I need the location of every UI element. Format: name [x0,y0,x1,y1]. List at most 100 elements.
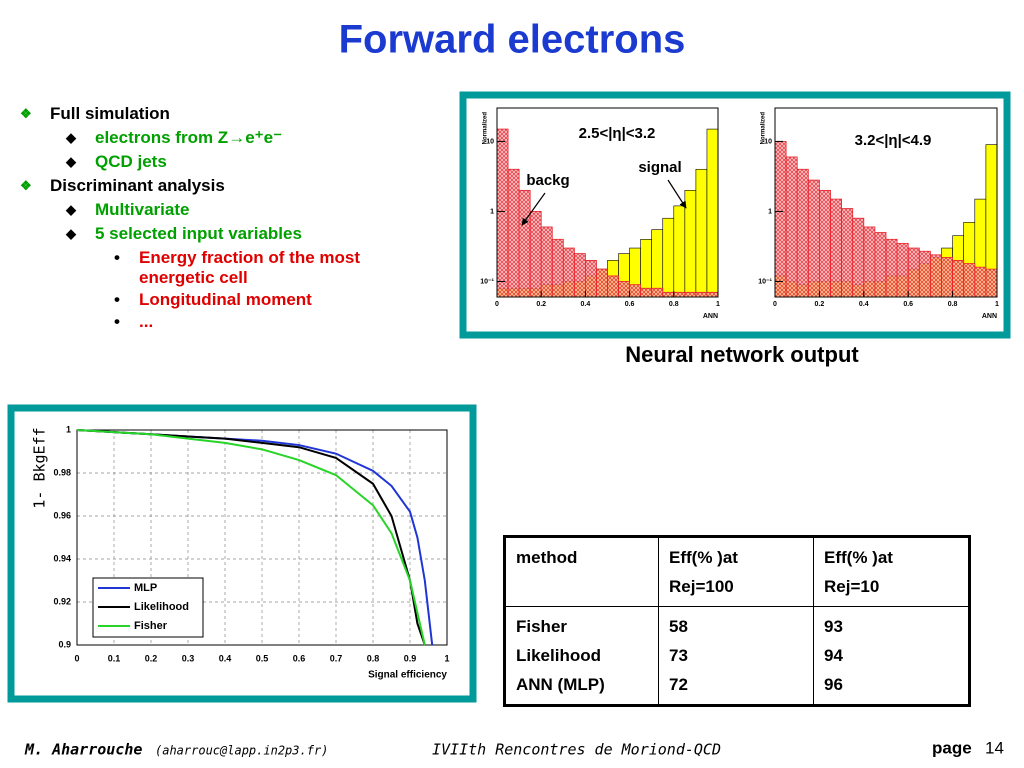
histogram-bar [807,179,820,298]
bullet-marker: ◆ [66,130,76,145]
histogram-bar [673,205,686,298]
annotation: signal [638,159,681,176]
y-tick-label: 1 [490,208,494,215]
x-tick-label: 0.8 [367,653,380,663]
histogram-bar [695,168,708,298]
x-tick-label: 0.7 [330,653,343,663]
x-tick-label: 0.4 [219,653,232,663]
histogram-bar [607,275,619,298]
histogram-bar [963,263,976,298]
table-header-text: Rej=100 [669,577,734,596]
bullet-marker: ❖ [20,178,32,193]
bullet-item: ❖ Full simulation [18,102,458,126]
table-header-text: Eff(% )at [824,548,893,567]
x-tick-label: 0.5 [256,653,269,663]
caption: Neural network output [625,342,859,367]
histogram-bar [551,238,564,298]
y-tick-label: 0.92 [53,596,71,606]
page-number: 14 [985,738,1004,757]
histogram-bar [651,229,664,298]
email: (aharrouc@lapp.in2p3.fr) [155,744,328,758]
event: IVIIth Rencontres de Moriond-QCD [432,741,721,759]
histogram-bar [651,287,664,298]
page-label: page [932,738,972,757]
annotation-arrow [521,192,546,226]
x-axis-label: Signal efficiency [368,670,447,681]
bullet-marker: • [114,248,120,267]
table-body-row: Fisher Likelihood ANN (MLP) 58 73 72 93 94 96 [504,606,970,706]
x-tick-label: 0.6 [625,301,635,308]
histogram-bar [640,287,653,298]
table-cell-text: 96 [824,675,843,694]
table-header-cell: Eff(% )at Rej=10 [813,536,970,607]
x-tick-label: 0.3 [182,653,195,663]
bullet-marker: ◆ [66,226,76,241]
table-cell-text: 94 [824,646,843,665]
histogram-bar [662,291,675,298]
bullet-item: ◆ QCD jets [18,150,458,174]
histogram-bar [985,268,998,298]
table-cell-text: 93 [824,617,843,636]
histogram-bar [496,128,509,298]
plot-frame [76,429,448,646]
table-cell-text: 72 [669,675,688,694]
x-tick-label: 0.8 [669,301,679,308]
y-tick-label: 1 [66,424,71,434]
y-tick-label: 1 [768,208,772,215]
histogram-bar [796,168,809,298]
x-tick-label: 0.2 [145,653,158,663]
table-cell-text: 73 [669,646,688,665]
x-tick-label: 0.1 [108,653,121,663]
histogram-bar [974,266,987,298]
table-header-cell: Eff(% )at Rej=100 [658,536,814,607]
bullet-item: •... [18,312,439,332]
table-cell: 58 73 72 [658,606,814,706]
x-axis-label: ANN [982,313,997,320]
bullet-text: ... [139,312,154,331]
histogram-bar [629,284,642,298]
slide-title: Forward electrons [339,18,686,62]
table-header-cell: method [504,536,659,607]
histogram-bar [596,268,608,298]
y-axis-label: Normalized [483,112,489,145]
bullet-text: Full simulation [50,104,170,123]
x-tick-label: 1 [444,653,449,663]
bullet-item: • Longitudinal moment [18,290,439,310]
histogram-bar [930,254,942,298]
y-axis-label: Normalized [761,112,767,145]
bullet-item: ◆ Multivariate [18,198,458,222]
bullet-marker: • [114,290,120,309]
bullet-item: ❖ Discriminant analysis [18,174,458,198]
histogram-bar [907,247,920,298]
table-header-text: Rej=10 [824,577,880,596]
roc-curve [76,429,426,646]
legend-label: Likelihood [134,601,189,613]
bullet-text: Energy fraction of the most energetic ce… [139,248,361,287]
legend-label: Fisher [134,620,168,632]
author: M. Aharrouche [24,741,142,759]
x-tick-label: 0 [74,653,79,663]
histogram-bar [684,190,697,298]
histogram-bar [874,232,887,298]
y-tick-label: 10⁻¹ [480,278,494,285]
bullet-item: ◆ electrons from Z→e⁺e⁻ [18,126,458,150]
plot-frame [496,107,719,298]
histogram-bar [706,291,719,298]
histogram-bar [618,281,630,298]
histogram-bar [706,128,719,298]
bullet-item: ◆ 5 selected input variables [18,222,458,246]
bullet-marker: ◆ [66,154,76,169]
table-cell: Fisher Likelihood ANN (MLP) [504,606,659,706]
bullet-marker: • [114,312,120,331]
annotation: 3.2<|η|<4.9 [855,132,932,149]
histogram-bar [585,259,597,298]
table-cell: 93 94 96 [813,606,970,706]
bullet-item: • Energy fraction of the most energetic c… [18,248,439,288]
histogram-bar [662,217,675,298]
histogram-bar [819,189,831,298]
bullet-text: 5 selected input variables [95,224,302,243]
histogram-bar [518,189,531,298]
x-tick-label: 0.4 [581,301,591,308]
